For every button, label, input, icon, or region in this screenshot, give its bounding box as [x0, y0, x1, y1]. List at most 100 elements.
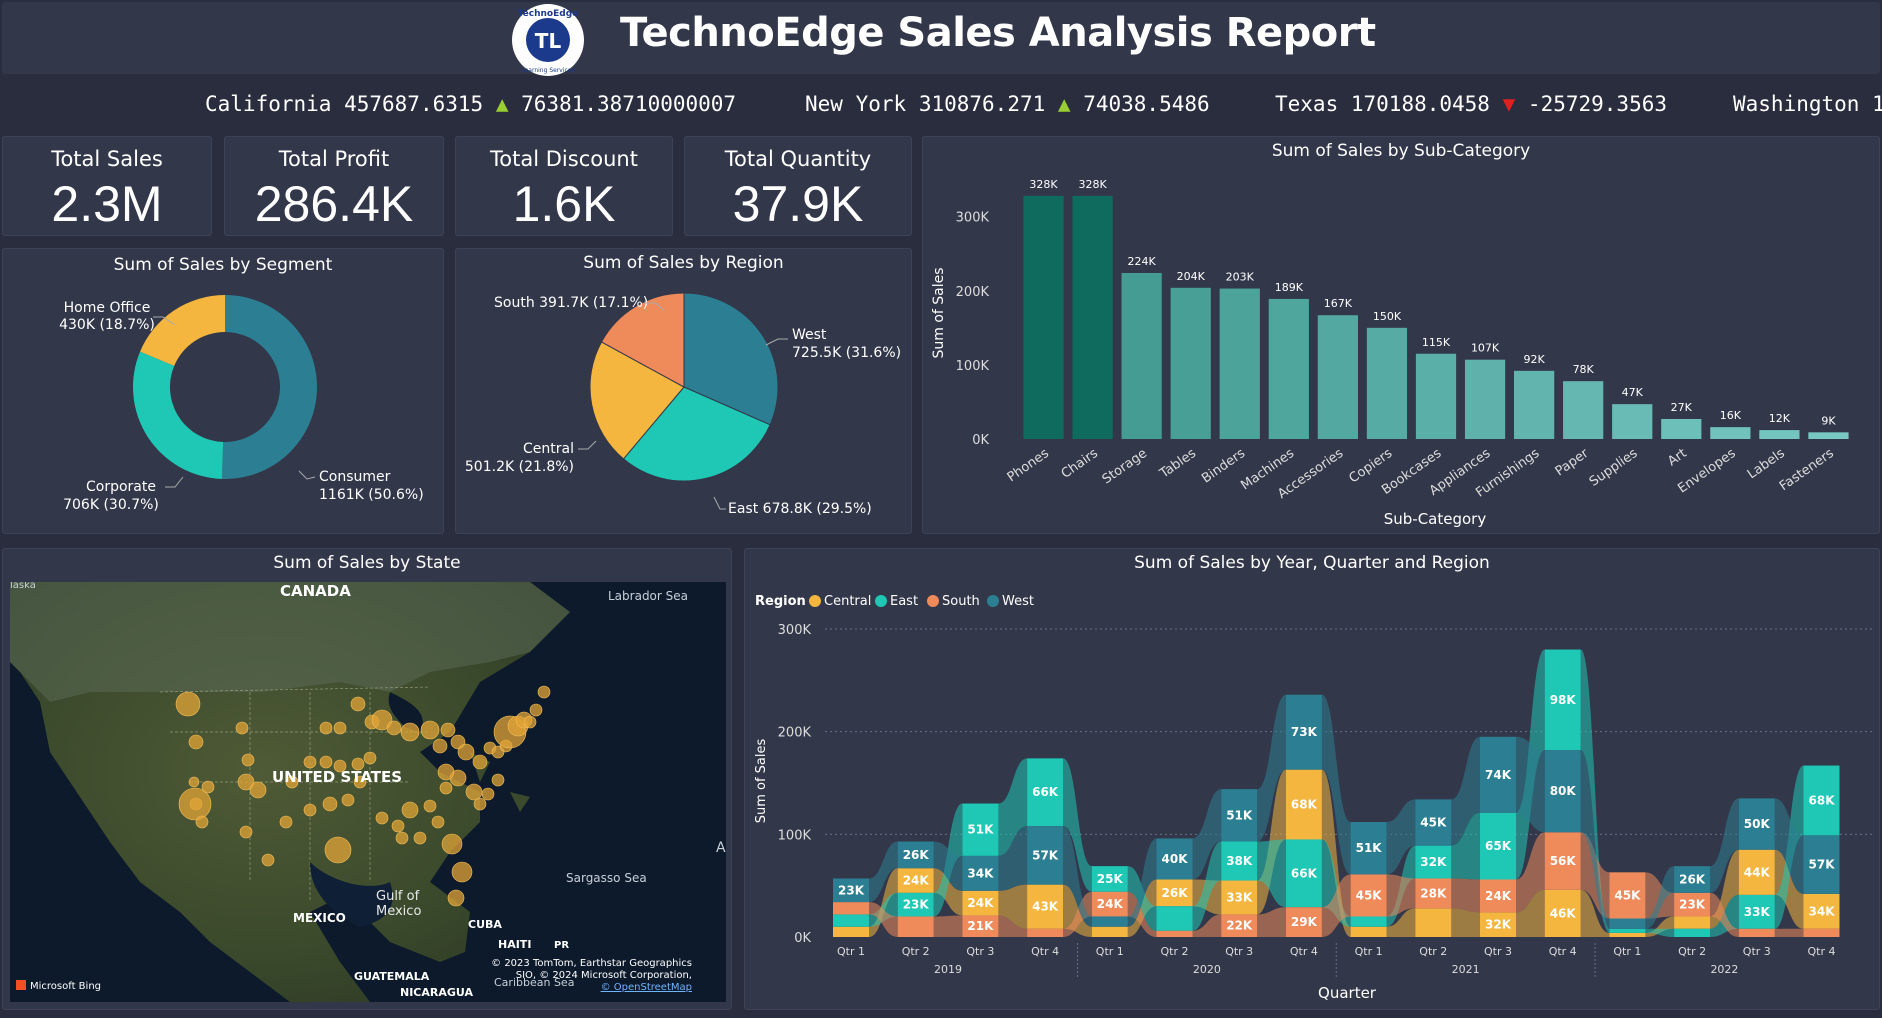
state-bubble[interactable] — [395, 831, 409, 845]
state-bubble[interactable] — [363, 751, 377, 765]
ribbon-segment — [1221, 914, 1258, 937]
region-pie-chart[interactable]: South 391.7K (17.1%) Central 501.2K (21.8%… — [456, 249, 913, 535]
state-bubble[interactable] — [401, 801, 419, 819]
state-bubble[interactable] — [261, 853, 275, 867]
state-bubble[interactable] — [319, 755, 333, 769]
x-tick-label: Qtr 3 — [1743, 945, 1771, 958]
state-bubble[interactable] — [423, 799, 437, 813]
leader-line — [765, 338, 788, 346]
state-bubble[interactable] — [523, 715, 537, 729]
state-bubble[interactable] — [322, 796, 338, 812]
ribbon-segment — [1221, 880, 1258, 915]
map-label-labrador: Labrador Sea — [608, 589, 688, 603]
page-title: TechnoEdge Sales Analysis Report — [620, 10, 1376, 56]
map-canvas[interactable]: CANADA UNITED STATES MEXICO Gulf of Mexi… — [10, 582, 726, 1002]
state-bubble[interactable] — [413, 831, 427, 845]
segment-chart-panel[interactable]: Sum of Sales by Segment Home Office 430K … — [2, 248, 444, 534]
map-label-sargasso: Sargasso Sea — [566, 871, 647, 885]
chart-title: Sum of Sales by State — [273, 553, 461, 573]
state-bubble[interactable] — [341, 793, 355, 807]
ribbon-band — [1451, 878, 1480, 913]
state-bubble[interactable] — [491, 773, 505, 787]
state-bubble[interactable] — [386, 720, 402, 736]
map-attribution-2: SIO, © 2024 Microsoft Corporation, — [516, 970, 692, 981]
ribbon-segment — [1544, 649, 1581, 751]
y-tick-label: 300K — [778, 623, 812, 638]
ribbon-segment — [1544, 750, 1581, 833]
state-bubble[interactable] — [178, 787, 212, 821]
state-bubble[interactable] — [239, 825, 253, 839]
sales-by-state-map[interactable]: CANADA UNITED STATES MEXICO Gulf of Mexi… — [10, 582, 726, 1002]
ribbon-band — [998, 758, 1028, 856]
state-bubble[interactable] — [303, 803, 317, 817]
state-bubble[interactable] — [319, 721, 333, 735]
bar-data-label: 92K — [1524, 353, 1546, 366]
kpi-label: Total Sales — [51, 147, 163, 171]
ribbon-segment — [1803, 765, 1840, 836]
state-bubble[interactable] — [439, 781, 453, 795]
state-bubble[interactable] — [431, 815, 445, 829]
state-bubble[interactable] — [473, 797, 487, 811]
state-bubble[interactable] — [465, 783, 483, 801]
state-bubble[interactable] — [529, 703, 543, 717]
chart-title: Sum of Sales by Segment — [113, 255, 333, 275]
region-label-west: West — [792, 327, 827, 343]
bar — [1710, 427, 1751, 439]
state-bubble[interactable] — [400, 722, 420, 742]
state-bubble[interactable] — [451, 861, 473, 883]
ribbon-data-label: 26K — [1679, 873, 1706, 887]
state-bubble[interactable] — [441, 833, 463, 855]
ribbon-data-label: 28K — [1420, 886, 1447, 900]
state-bubble[interactable] — [371, 709, 393, 731]
ribbon-band — [1580, 750, 1610, 929]
state-bubble[interactable] — [333, 759, 347, 773]
state-bubble[interactable] — [481, 787, 495, 801]
state-bubble[interactable] — [440, 722, 456, 738]
subcategory-bar-chart[interactable]: 0K 100K 200K 300K 328K Phones 328K Chairs 224K St… — [923, 137, 1881, 535]
state-bubble[interactable] — [432, 738, 448, 754]
ribbon-data-label: 51K — [967, 823, 994, 837]
state-bubble[interactable] — [353, 775, 367, 789]
state-bubble[interactable] — [351, 757, 365, 771]
state-bubble[interactable] — [249, 781, 267, 799]
state-bubble[interactable] — [324, 836, 352, 864]
state-bubble[interactable] — [188, 734, 204, 750]
state-bubble[interactable] — [333, 721, 347, 735]
state-bubble[interactable] — [241, 753, 255, 767]
state-bubble[interactable] — [303, 755, 317, 769]
ribbon-segment — [1091, 891, 1128, 917]
state-bubble[interactable] — [457, 743, 475, 761]
state-bubble[interactable] — [375, 811, 389, 825]
state-bubble[interactable] — [447, 889, 465, 907]
state-bubble[interactable] — [391, 819, 405, 833]
state-bubble[interactable] — [188, 776, 200, 788]
state-bubble[interactable] — [195, 815, 209, 829]
state-bubble[interactable] — [472, 754, 488, 770]
x-tick-label: Qtr 4 — [1031, 945, 1059, 958]
map-attribution: © 2023 TomTom, Earthstar Geographics — [491, 958, 692, 969]
state-bubble[interactable] — [175, 691, 201, 717]
ribbon-chart[interactable]: Region Central East South West 0K 100K 200K 300K… — [745, 549, 1881, 1011]
ribbon-band — [933, 868, 963, 916]
state-bubble[interactable] — [235, 721, 249, 735]
state-bubble[interactable] — [420, 720, 440, 740]
openstreetmap-link[interactable]: © OpenStreetMap — [601, 982, 692, 993]
state-bubble[interactable] — [279, 815, 293, 829]
ribbon-band — [1451, 812, 1480, 880]
state-bubble[interactable] — [437, 763, 455, 781]
sales-bubbles[interactable] — [175, 685, 551, 907]
header-bar — [2, 2, 1880, 74]
x-tick-label: Qtr 2 — [1419, 945, 1447, 958]
ribbon-chart-panel[interactable]: Sum of Sales by Year, Quarter and Region… — [744, 548, 1880, 1010]
state-bubble[interactable] — [201, 780, 215, 794]
state-bubble[interactable] — [537, 685, 551, 699]
state-bubble[interactable] — [237, 773, 255, 791]
state-bubble[interactable] — [350, 696, 366, 712]
subcategory-chart-panel[interactable]: Sum of Sales by Sub-Category 0K 100K 200K 3… — [922, 136, 1880, 534]
state-bubble[interactable] — [285, 775, 299, 789]
ribbon-data-label: 66K — [1032, 785, 1059, 799]
ribbon-data-label: 26K — [1162, 886, 1189, 900]
ribbon-segment — [1027, 758, 1064, 827]
region-chart-panel[interactable]: Sum of Sales by Region South 391.7K (17.… — [455, 248, 912, 534]
